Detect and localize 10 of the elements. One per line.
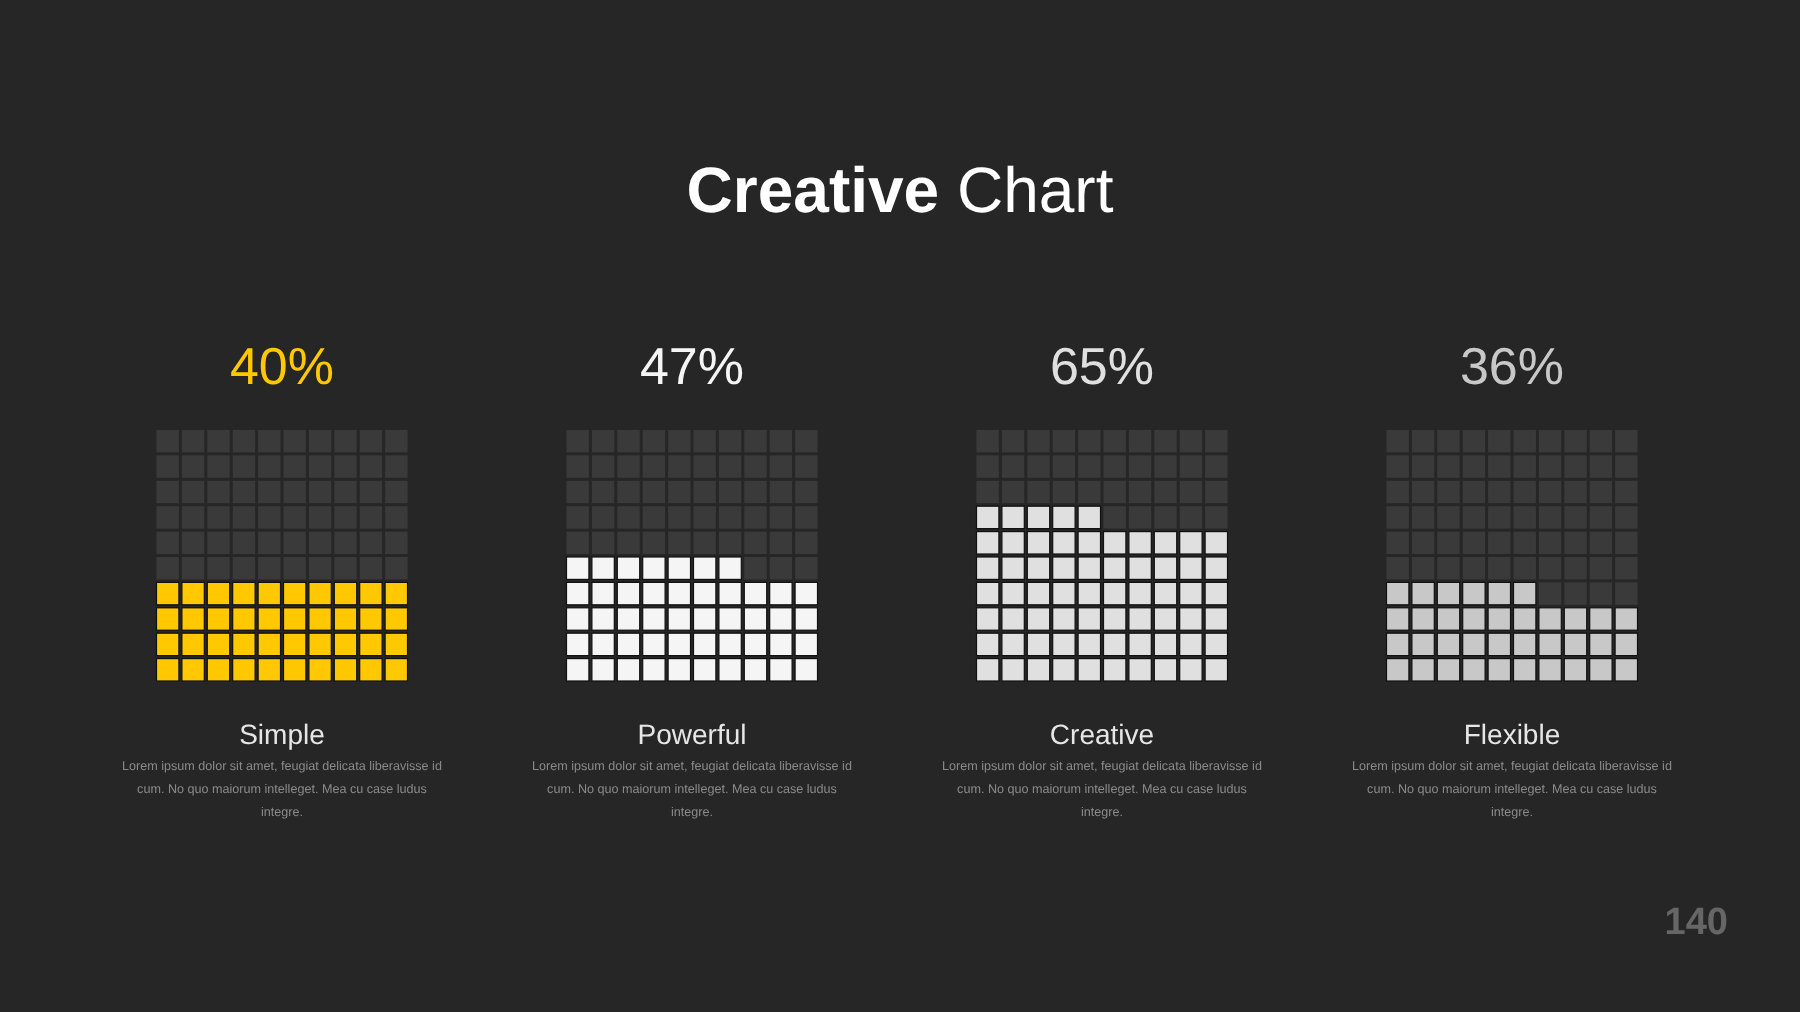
category-label: Creative	[1049, 718, 1155, 750]
category-label: Flexible	[1463, 718, 1561, 750]
data-label: 47%	[639, 336, 745, 396]
category-label: Powerful	[637, 718, 747, 750]
text: 140	[1664, 902, 1728, 944]
text: Creative Chart	[686, 154, 1114, 226]
category-label: Simple	[239, 718, 326, 750]
data-label: 36%	[1459, 336, 1565, 396]
data-label: 40%	[229, 336, 335, 396]
data-label: 65%	[1049, 336, 1155, 396]
